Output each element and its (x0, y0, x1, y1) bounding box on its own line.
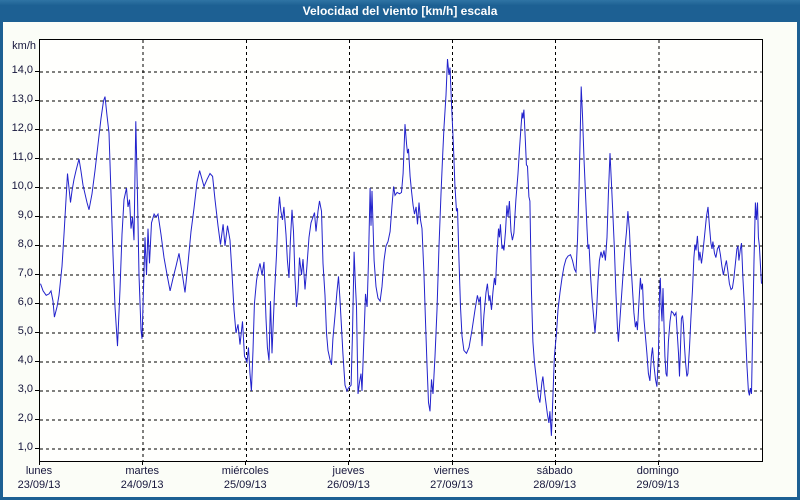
y-axis-tick-mark (35, 390, 39, 391)
x-axis-tick-mark (554, 461, 556, 465)
y-axis-tick-mark (35, 361, 39, 362)
day-date: 23/09/13 (17, 479, 61, 491)
y-axis-tick-label: 12,0 (11, 122, 33, 134)
x-axis-tick-mark (451, 461, 453, 465)
y-axis-unit-label: km/h (12, 40, 36, 52)
day-date: 27/09/13 (430, 479, 473, 491)
x-axis-day-label: sábado 28/09/13 (510, 464, 600, 492)
day-name: lunes (25, 465, 53, 477)
x-axis-day-label: domingo 29/09/13 (613, 464, 703, 492)
day-name: jueves (332, 465, 365, 477)
y-axis-tick-mark (35, 419, 39, 420)
window-frame-bottom (0, 497, 800, 500)
x-axis-tick-mark (348, 461, 350, 465)
day-date: 26/09/13 (327, 479, 370, 491)
plot-area (39, 39, 763, 462)
day-name: sábado (536, 465, 573, 477)
day-name: viernes (433, 465, 470, 477)
day-date: 28/09/13 (533, 479, 577, 491)
x-axis-tick-mark (142, 461, 144, 465)
y-axis-tick-label: 5,0 (17, 325, 33, 337)
y-axis-tick-label: 4,0 (17, 354, 33, 366)
y-axis-tick-label: 14,0 (11, 64, 33, 76)
wind-speed-line-chart (40, 40, 762, 461)
y-axis-tick-label: 11,0 (12, 151, 33, 163)
x-axis-day-label: martes 24/09/13 (97, 464, 187, 492)
window-frame-left (0, 22, 3, 500)
y-axis-tick-mark (35, 216, 39, 217)
y-axis-tick-label: 7,0 (17, 267, 33, 279)
day-name: martes (125, 465, 159, 477)
y-axis-tick-label: 8,0 (17, 238, 33, 250)
y-axis-tick-label: 1,0 (17, 441, 33, 453)
day-date: 24/09/13 (120, 479, 164, 491)
y-axis-tick-mark (35, 129, 39, 130)
y-axis-tick-mark (35, 71, 39, 72)
x-axis-day-label: miércoles 25/09/13 (200, 464, 290, 492)
x-axis-day-label: lunes 23/09/13 (0, 464, 84, 492)
y-axis-tick-label: 2,0 (17, 412, 33, 424)
window-title: Velocidad del viento [km/h] escala (302, 4, 498, 18)
y-axis-tick-mark (35, 187, 39, 188)
x-axis-tick-mark (245, 461, 247, 465)
day-name: miércoles (221, 465, 269, 477)
x-axis-tick-mark (657, 461, 659, 465)
y-axis-tick-label: 9,0 (17, 209, 33, 221)
y-axis-tick-mark (35, 448, 39, 449)
y-axis-tick-mark (35, 274, 39, 275)
y-axis-tick-label: 13,0 (11, 93, 33, 105)
x-axis-day-label: jueves 26/09/13 (303, 464, 393, 492)
y-axis-tick-mark (35, 332, 39, 333)
window-title-bar: Velocidad del viento [km/h] escala (0, 0, 800, 22)
y-axis-tick-mark (35, 303, 39, 304)
x-axis-tick-mark (39, 461, 40, 465)
wind-speed-series-line (40, 58, 762, 436)
y-axis-tick-mark (35, 100, 39, 101)
day-date: 29/09/13 (636, 479, 680, 491)
x-axis-day-label: viernes 27/09/13 (407, 464, 497, 492)
y-axis-tick-label: 6,0 (17, 296, 33, 308)
day-date: 25/09/13 (223, 479, 267, 491)
y-axis-tick-label: 10,0 (11, 180, 33, 192)
y-axis-tick-label: 3,0 (17, 383, 33, 395)
y-axis-tick-mark (35, 245, 39, 246)
day-name: domingo (636, 465, 679, 477)
y-axis-tick-mark (35, 158, 39, 159)
window-frame-right (797, 22, 800, 500)
